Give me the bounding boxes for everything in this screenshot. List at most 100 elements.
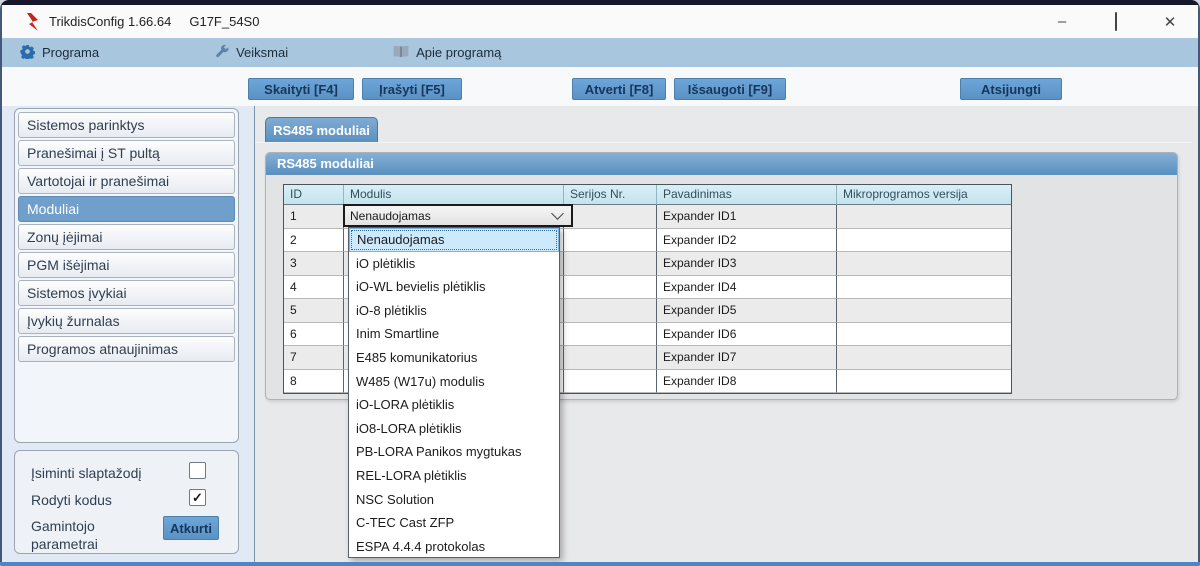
cell-serijos[interactable] [564, 369, 657, 393]
show-codes-checkbox[interactable]: ✓ [189, 489, 206, 506]
restore-button[interactable]: Atkurti [163, 516, 219, 540]
sidebar-item-sistemos-parinktys[interactable]: Sistemos parinktys [18, 112, 235, 138]
cell-serijos[interactable] [564, 346, 657, 370]
dropdown-option[interactable]: iO-LORA plėtiklis [356, 397, 455, 413]
menu-item-apie-programa[interactable]: Apie programą [383, 38, 511, 67]
wrench-icon [214, 44, 229, 62]
close-icon[interactable]: ✕ [1163, 13, 1177, 31]
dropdown-option[interactable]: REL-LORA plėtiklis [356, 467, 467, 483]
menu-bar: Programa Veiksmai Apie programą [2, 38, 1198, 67]
modulis-dropdown-list: Nenaudojamas iO plėtiklis iO-WL bevielis… [348, 227, 560, 558]
cell-versija[interactable] [837, 346, 1011, 370]
book-icon [393, 45, 409, 61]
dropdown-option[interactable]: iO8-LORA plėtiklis [356, 420, 462, 436]
cell-pavadinimas[interactable]: Expander ID5 [657, 299, 837, 323]
cell-id[interactable]: 2 [284, 228, 344, 252]
maximize-box [1115, 12, 1117, 31]
cell-id[interactable]: 4 [284, 275, 344, 299]
window-border-right [1198, 0, 1200, 566]
dropdown-option[interactable]: iO plėtiklis [356, 255, 416, 271]
window-border-left [0, 0, 2, 566]
sidebar-nav: Sistemos parinktys Pranešimai į ST pultą… [14, 108, 239, 443]
save-button[interactable]: Išsaugoti [F9] [674, 78, 786, 100]
main-region: RS485 moduliai RS485 moduliai ID Modulis… [255, 106, 1198, 562]
chevron-down-icon [551, 207, 564, 220]
sidebar-splitter[interactable] [254, 106, 255, 562]
cell-id[interactable]: 8 [284, 369, 344, 393]
read-button[interactable]: Skaityti [F4] [248, 78, 354, 100]
cell-versija[interactable] [837, 205, 1011, 229]
cell-versija[interactable] [837, 322, 1011, 346]
dropdown-option[interactable]: Inim Smartline [356, 326, 440, 342]
open-button[interactable]: Atverti [F8] [572, 78, 666, 100]
cell-versija[interactable] [837, 228, 1011, 252]
dropdown-option[interactable]: iO-8 plėtiklis [356, 302, 427, 318]
window-subtitle: G17F_54S0 [189, 14, 260, 29]
menu-item-label: Programa [42, 45, 100, 60]
dropdown-option[interactable]: NSC Solution [356, 491, 435, 507]
title-bar: TrikdisConfig 1.66.64 G17F_54S0 – ✕ [2, 5, 1198, 38]
dropdown-option[interactable]: C-TEC Cast ZFP [356, 515, 455, 531]
sidebar-item-programos-atnaujinimas[interactable]: Programos atnaujinimas [18, 336, 235, 362]
sidebar-item-ivykiu-zurnalas[interactable]: Įvykių žurnalas [18, 308, 235, 334]
menu-item-label: Veiksmai [236, 45, 289, 60]
cell-pavadinimas[interactable]: Expander ID8 [657, 369, 837, 393]
cell-id[interactable]: 6 [284, 322, 344, 346]
cell-pavadinimas[interactable]: Expander ID7 [657, 346, 837, 370]
menu-item-veiksmai[interactable]: Veiksmai [204, 38, 298, 67]
cell-id[interactable]: 3 [284, 252, 344, 276]
cell-id[interactable]: 1 [284, 205, 344, 229]
sidebar-item-zonu-iejimai[interactable]: Zonų įėjimai [18, 224, 235, 250]
tab-rs485-moduliai[interactable]: RS485 moduliai [265, 117, 378, 142]
write-button[interactable]: Įrašyti [F5] [362, 78, 462, 100]
cell-versija[interactable] [837, 252, 1011, 276]
cell-pavadinimas[interactable]: Expander ID3 [657, 252, 837, 276]
cell-serijos[interactable] [564, 299, 657, 323]
cell-pavadinimas[interactable]: Expander ID6 [657, 322, 837, 346]
window-border-bottom [0, 562, 1200, 566]
dropdown-option[interactable]: Nenaudojamas [349, 228, 559, 252]
dropdown-option[interactable]: W485 (W17u) modulis [356, 373, 485, 389]
remember-password-label: Įsiminti slaptažodį [31, 465, 142, 481]
sidebar-item-pranesimai[interactable]: Pranešimai į ST pultą [18, 140, 235, 166]
cell-serijos[interactable] [564, 205, 657, 229]
minimize-icon[interactable]: – [1057, 13, 1067, 30]
sidebar-item-sistemos-ivykiai[interactable]: Sistemos įvykiai [18, 280, 235, 306]
modulis-combobox[interactable]: Nenaudojamas [343, 204, 573, 227]
cell-versija[interactable] [837, 275, 1011, 299]
window-controls: – ✕ [1052, 5, 1180, 38]
cell-id[interactable]: 5 [284, 299, 344, 323]
cell-serijos[interactable] [564, 252, 657, 276]
cell-id[interactable]: 7 [284, 346, 344, 370]
maximize-icon[interactable] [1106, 12, 1126, 31]
toolbar: Skaityti [F4] Įrašyti [F5] Atverti [F8] … [2, 67, 1198, 106]
column-header-modulis: Modulis [344, 185, 564, 205]
menu-item-programa[interactable]: Programa [10, 38, 109, 67]
dropdown-option[interactable]: iO-WL bevielis plėtiklis [356, 279, 486, 295]
tab-strip-line [255, 142, 1192, 143]
dropdown-option[interactable]: ESPA 4.4.4 protokolas [356, 538, 486, 554]
sidebar-item-pgm-isejimai[interactable]: PGM išėjimai [18, 252, 235, 278]
sidebar-item-vartotojai[interactable]: Vartotojai ir pranešimai [18, 168, 235, 194]
gear-icon [20, 44, 36, 62]
cell-serijos[interactable] [564, 228, 657, 252]
menu-item-label: Apie programą [416, 45, 502, 60]
cell-serijos[interactable] [564, 275, 657, 299]
window-title: TrikdisConfig 1.66.64 [49, 14, 172, 29]
options-panel: Įsiminti slaptažodį Rodyti kodus ✓ Gamin… [14, 450, 239, 554]
cell-pavadinimas[interactable]: Expander ID2 [657, 228, 837, 252]
remember-password-checkbox[interactable] [189, 462, 206, 479]
sidebar-item-moduliai[interactable]: Moduliai [18, 196, 235, 222]
column-header-pavadinimas: Pavadinimas [657, 185, 837, 205]
cell-versija[interactable] [837, 299, 1011, 323]
cell-pavadinimas[interactable]: Expander ID1 [657, 205, 837, 229]
checkmark-icon: ✓ [192, 489, 203, 505]
cell-serijos[interactable] [564, 322, 657, 346]
cell-versija[interactable] [837, 369, 1011, 393]
dropdown-option[interactable]: PB-LORA Panikos mygtukas [356, 444, 522, 460]
disconnect-button[interactable]: Atsijungti [960, 78, 1062, 100]
dropdown-option[interactable]: E485 komunikatorius [356, 349, 478, 365]
window-border-top [0, 0, 1200, 5]
cell-pavadinimas[interactable]: Expander ID4 [657, 275, 837, 299]
